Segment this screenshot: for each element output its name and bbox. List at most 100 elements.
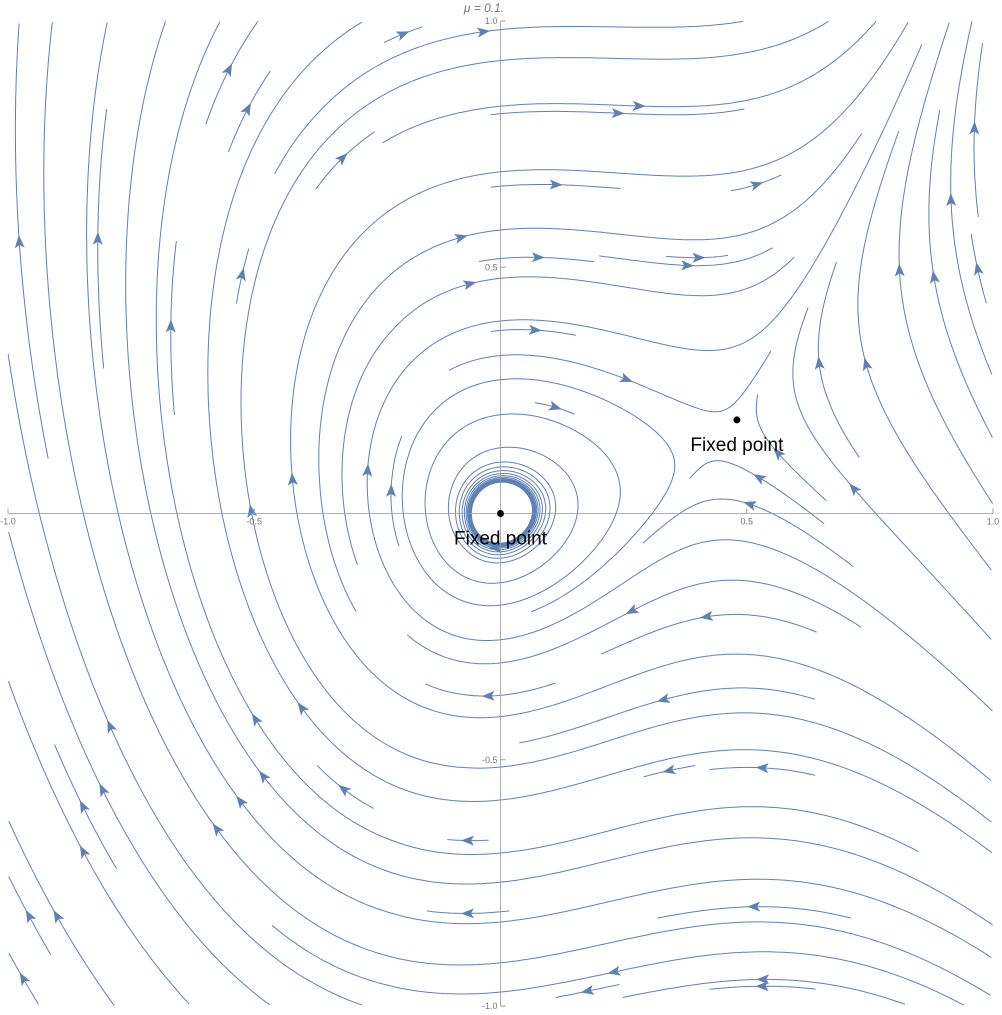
streamline — [43, 22, 991, 996]
stream-arrow — [334, 153, 348, 166]
chart-title: μ = 0.1. — [463, 1, 504, 15]
stream-arrow — [236, 795, 249, 810]
stream-arrow — [79, 800, 91, 814]
stream-arrow — [165, 319, 176, 333]
stream-arrow — [611, 107, 625, 118]
streamline — [406, 579, 862, 665]
stream-arrow — [99, 783, 110, 798]
stream-arrow — [258, 770, 271, 784]
streamline — [207, 21, 993, 854]
y-tick-label: -1.0 — [482, 1001, 498, 1011]
streamline — [950, 21, 993, 375]
stream-arrow — [19, 972, 31, 987]
streamline — [290, 22, 992, 782]
stream-arrow — [656, 693, 671, 703]
stream-arrow — [287, 472, 298, 486]
stream-arrow — [662, 764, 677, 775]
x-tick-label: 1.0 — [987, 517, 1000, 527]
y-tick-label: 0.5 — [485, 262, 498, 272]
stream-arrow — [749, 181, 764, 192]
stream-arrow — [453, 234, 468, 244]
fixed-point-label: Fixed point — [690, 435, 784, 456]
stream-arrow — [755, 981, 769, 992]
streamline — [792, 307, 992, 640]
y-tick-label: -0.5 — [482, 755, 498, 765]
fixed-point-label: Fixed point — [454, 529, 548, 550]
stream-arrow — [930, 270, 940, 284]
x-tick-label: 0.5 — [740, 517, 753, 527]
streamline — [689, 460, 825, 525]
streamline — [240, 20, 992, 823]
stream-arrow — [755, 763, 769, 774]
streamline — [401, 378, 676, 613]
stream-arrow — [385, 483, 396, 497]
stream-arrow — [528, 324, 542, 335]
stream-arrow — [969, 121, 980, 135]
stream-arrow — [247, 504, 258, 518]
stream-arrow — [531, 252, 545, 263]
streamline — [8, 531, 270, 1006]
stream-arrow — [619, 372, 633, 382]
stream-arrow — [692, 252, 706, 263]
stream-arrow — [946, 193, 957, 207]
streamline — [382, 20, 877, 144]
stream-arrow — [756, 974, 770, 985]
stream-arrow — [488, 543, 503, 554]
streamline — [817, 262, 860, 458]
stream-arrow — [476, 27, 491, 38]
stream-arrow — [79, 845, 91, 860]
stream-arrow — [235, 267, 246, 282]
stream-arrow — [362, 463, 373, 477]
stream-arrow — [773, 447, 786, 461]
stream-arrow — [14, 235, 25, 249]
streamline — [7, 353, 363, 1006]
stream-arrow — [251, 713, 263, 727]
streamline — [366, 44, 993, 712]
streamline — [271, 925, 965, 1006]
streamline — [155, 21, 919, 855]
streamline — [642, 498, 854, 567]
stream-arrow — [548, 400, 562, 411]
stream-arrow — [107, 719, 118, 734]
stream-arrow — [974, 262, 984, 276]
stream-arrow — [461, 908, 475, 919]
stream-arrow — [221, 63, 233, 78]
stream-arrow — [849, 483, 862, 497]
streamline — [274, 20, 743, 175]
x-tick-label: -0.5 — [246, 517, 262, 527]
stream-arrow — [53, 910, 65, 924]
stream-arrow — [25, 909, 37, 924]
stream-arrow — [681, 260, 695, 271]
stream-arrow — [580, 984, 595, 995]
stream-arrow — [462, 280, 477, 291]
stream-arrow — [625, 603, 640, 615]
stream-arrow — [814, 356, 825, 370]
stream-arrow — [92, 231, 103, 245]
streamline — [315, 131, 375, 190]
streamline — [857, 131, 992, 571]
stream-arrow — [338, 784, 352, 797]
stream-arrow — [743, 501, 758, 511]
stream-arrow — [461, 835, 475, 846]
stream-arrow — [862, 357, 873, 372]
streamline — [898, 22, 994, 504]
stream-arrow — [747, 901, 761, 912]
streamline — [600, 613, 817, 655]
stream-arrow — [297, 702, 310, 716]
streamline — [7, 681, 190, 1005]
stream-arrow — [632, 100, 646, 111]
streamline — [341, 257, 795, 565]
stream-arrow — [395, 31, 410, 41]
x-tick-label: -1.0 — [0, 517, 16, 527]
stream-arrow — [240, 102, 251, 117]
streamlines — [7, 20, 994, 1006]
fixed-point — [497, 510, 504, 517]
stream-arrow — [753, 473, 767, 485]
stream-arrow — [607, 965, 622, 976]
stream-arrow — [212, 823, 225, 837]
streamline — [928, 109, 993, 438]
fixed-point — [733, 416, 741, 424]
stream-arrow — [549, 179, 563, 190]
stream-arrow — [481, 690, 495, 701]
stream-arrow — [894, 263, 905, 277]
